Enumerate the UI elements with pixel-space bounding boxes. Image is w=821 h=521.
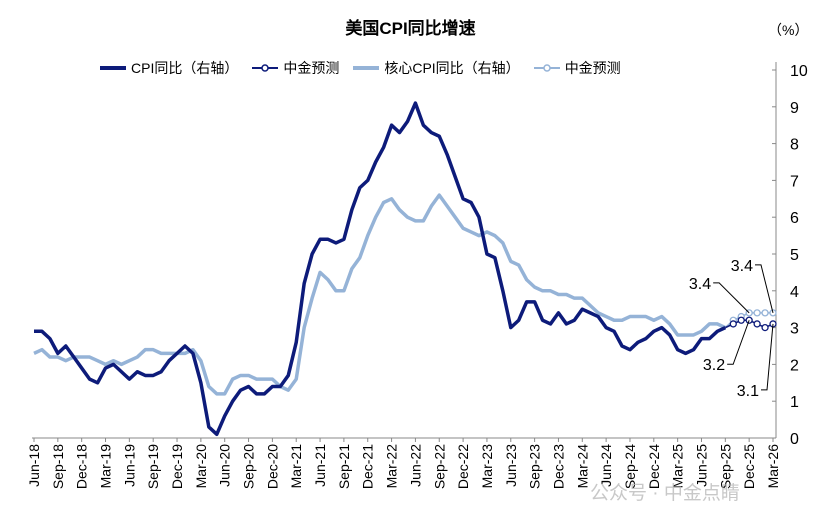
y-tick-label: 5 — [790, 247, 799, 264]
x-tick-label: Jun-18 — [26, 444, 42, 487]
x-tick-label: Dec-22 — [455, 444, 471, 489]
y-tick-label: 3 — [790, 321, 799, 338]
legend-item-core-cpi: 核心CPI同比（右轴） — [353, 58, 520, 78]
watermark: 公众号 · 中金点睛 — [590, 483, 740, 504]
annotation-label: 3.4 — [689, 276, 711, 293]
x-tick-label: Dec-18 — [74, 444, 90, 489]
annotation-leader — [713, 282, 750, 314]
x-tick-label: Mar-19 — [98, 444, 114, 489]
x-tick-label: Sep-24 — [622, 444, 638, 489]
forecast-point — [729, 320, 737, 328]
x-tick-label: Dec-25 — [741, 444, 757, 489]
legend-item-cpi: CPI同比（右轴） — [100, 58, 238, 78]
y-tick-label: 6 — [790, 210, 799, 227]
x-tick-label: Mar-21 — [288, 444, 304, 489]
x-tick-label: Jun-22 — [407, 444, 423, 487]
y-tick-label: 7 — [790, 173, 799, 190]
y-tick-label: 2 — [790, 357, 799, 374]
forecast-point — [753, 320, 761, 328]
x-tick-label: Sep-19 — [145, 444, 161, 489]
legend-swatch — [353, 66, 380, 70]
legend-swatch — [533, 64, 560, 72]
x-tick-label: Mar-26 — [765, 444, 781, 489]
legend-label: 中金预测 — [564, 60, 621, 76]
chart-title: 美国CPI同比增速 — [345, 19, 476, 38]
legend-item-core-forecast: 中金预测 — [533, 58, 621, 78]
x-tick-label: Jun-19 — [121, 444, 137, 487]
forecast-point — [737, 316, 745, 324]
forecast-point — [761, 323, 769, 332]
series-line-2 — [33, 193, 727, 396]
x-tick-label: Jun-21 — [312, 444, 328, 487]
annotation-leader — [727, 320, 750, 365]
x-tick-label: Mar-22 — [384, 444, 400, 489]
x-tick-label: Mar-20 — [193, 444, 209, 489]
x-tick-label: Dec-24 — [646, 444, 662, 489]
x-tick-label: Mar-24 — [574, 444, 590, 489]
y-tick-label: 9 — [790, 100, 799, 117]
legend-item-cpi-forecast: 中金预测 — [252, 58, 339, 78]
x-tick-label: Dec-23 — [550, 444, 566, 489]
annotation-leader — [761, 323, 774, 391]
y-tick-label: 10 — [790, 63, 808, 80]
legend-label: CPI同比（右轴） — [131, 60, 239, 76]
y-tick-label: 8 — [790, 137, 799, 154]
forecast-point — [761, 309, 769, 317]
x-tick-label: Mar-23 — [479, 444, 495, 489]
x-tick-label: Sep-21 — [336, 444, 352, 489]
annotation-label: 3.1 — [737, 383, 759, 400]
annotation-label: 3.4 — [731, 258, 753, 275]
y-tick-label: 4 — [790, 284, 799, 301]
x-tick-label: Sep-22 — [431, 444, 447, 489]
x-tick-label: Sep-25 — [717, 444, 733, 489]
x-tick-label: Dec-19 — [169, 444, 185, 489]
x-tick-label: Jun-24 — [598, 444, 614, 487]
x-tick-label: Sep-18 — [50, 444, 66, 489]
annotation-label: 3.2 — [703, 357, 725, 374]
series-line-0 — [34, 101, 727, 437]
legend-label: 中金预测 — [283, 60, 340, 76]
x-tick-label: Sep-20 — [241, 444, 257, 489]
legend: CPI同比（右轴） 中金预测 核心CPI同比（右轴） 中金预测 — [100, 58, 621, 78]
x-tick-label: Jun-25 — [693, 444, 709, 487]
x-tick-label: Dec-20 — [264, 444, 280, 489]
annotation-leader — [755, 264, 774, 314]
x-tick-label: Jun-23 — [503, 444, 519, 487]
x-tick-label: Mar-25 — [670, 444, 686, 489]
legend-swatch — [100, 66, 126, 70]
unit-label: （%） — [768, 22, 809, 38]
x-tick-label: Dec-21 — [360, 444, 376, 489]
y-tick-label: 0 — [790, 431, 799, 448]
forecast-point — [753, 309, 761, 317]
legend-label: 核心CPI同比（右轴） — [384, 60, 520, 76]
x-tick-label: Sep-23 — [527, 444, 543, 489]
x-tick-label: Jun-20 — [217, 444, 233, 487]
y-tick-label: 1 — [790, 394, 799, 411]
legend-swatch — [252, 64, 279, 72]
